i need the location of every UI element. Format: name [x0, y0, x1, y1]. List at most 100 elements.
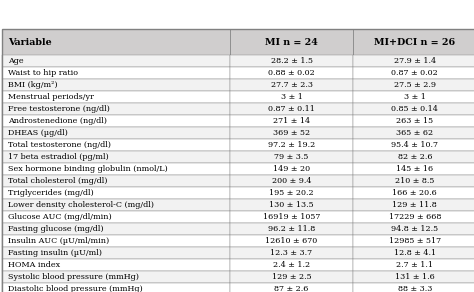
Bar [230, 199, 353, 211]
Text: 3 ± 1: 3 ± 1 [281, 93, 302, 101]
Bar [2, 271, 230, 283]
Bar [230, 163, 353, 175]
Text: 2.7 ± 1.1: 2.7 ± 1.1 [396, 261, 433, 269]
Text: 12985 ± 517: 12985 ± 517 [389, 237, 441, 245]
Bar [2, 259, 230, 271]
Text: Total testosterone (ng/dl): Total testosterone (ng/dl) [8, 141, 111, 149]
Bar [230, 67, 353, 79]
Text: Insulin AUC (µU/ml/min): Insulin AUC (µU/ml/min) [8, 237, 109, 245]
Text: 27.9 ± 1.4: 27.9 ± 1.4 [394, 58, 436, 65]
Text: 0.85 ± 0.14: 0.85 ± 0.14 [392, 105, 438, 113]
Text: 145 ± 16: 145 ± 16 [396, 165, 433, 173]
Bar [2, 127, 230, 139]
Bar [2, 79, 230, 91]
Text: 149 ± 20: 149 ± 20 [273, 165, 310, 173]
Bar [353, 139, 474, 151]
Bar [353, 223, 474, 235]
Text: 27.5 ± 2.9: 27.5 ± 2.9 [394, 81, 436, 89]
Text: Fasting insulin (µU/ml): Fasting insulin (µU/ml) [8, 249, 102, 257]
Text: 200 ± 9.4: 200 ± 9.4 [272, 177, 311, 185]
Text: Waist to hip ratio: Waist to hip ratio [8, 69, 78, 77]
Bar [353, 247, 474, 259]
Text: 28.2 ± 1.5: 28.2 ± 1.5 [271, 58, 312, 65]
Bar [353, 91, 474, 103]
Bar [353, 151, 474, 163]
Text: 131 ± 1.6: 131 ± 1.6 [395, 273, 435, 281]
Bar [353, 163, 474, 175]
Bar [2, 223, 230, 235]
Bar [353, 199, 474, 211]
Bar [230, 211, 353, 223]
Text: Lower density cholesterol-C (mg/dl): Lower density cholesterol-C (mg/dl) [8, 201, 154, 209]
Text: 12610 ± 670: 12610 ± 670 [265, 237, 318, 245]
Text: 16919 ± 1057: 16919 ± 1057 [263, 213, 320, 221]
Text: 271 ± 14: 271 ± 14 [273, 117, 310, 125]
Bar [230, 103, 353, 115]
Bar [230, 271, 353, 283]
Text: Androstenedione (ng/dl): Androstenedione (ng/dl) [8, 117, 107, 125]
Bar [353, 67, 474, 79]
Bar [2, 163, 230, 175]
Text: Triglycerides (mg/dl): Triglycerides (mg/dl) [8, 189, 94, 197]
Text: 166 ± 20.6: 166 ± 20.6 [392, 189, 437, 197]
Text: 94.8 ± 12.5: 94.8 ± 12.5 [391, 225, 438, 233]
Bar [2, 55, 230, 67]
Text: 82 ± 2.6: 82 ± 2.6 [398, 153, 432, 161]
Text: Sex hormone binding globulin (nmol/L): Sex hormone binding globulin (nmol/L) [8, 165, 168, 173]
Bar [230, 139, 353, 151]
Bar [230, 55, 353, 67]
Bar [2, 139, 230, 151]
Text: BMI (kg/m²): BMI (kg/m²) [8, 81, 58, 89]
Bar [353, 127, 474, 139]
Bar [230, 115, 353, 127]
Text: MI+DCI n = 26: MI+DCI n = 26 [374, 38, 456, 47]
Bar [230, 223, 353, 235]
Text: Total cholesterol (mg/dl): Total cholesterol (mg/dl) [8, 177, 108, 185]
Text: MI n = 24: MI n = 24 [265, 38, 318, 47]
Bar [230, 151, 353, 163]
Text: Age: Age [8, 58, 24, 65]
Bar [2, 29, 230, 55]
Text: 12.8 ± 4.1: 12.8 ± 4.1 [394, 249, 436, 257]
Text: 129 ± 2.5: 129 ± 2.5 [272, 273, 311, 281]
Text: 210 ± 8.5: 210 ± 8.5 [395, 177, 435, 185]
Text: 130 ± 13.5: 130 ± 13.5 [269, 201, 314, 209]
Bar [2, 211, 230, 223]
Bar [230, 175, 353, 187]
Bar [353, 271, 474, 283]
Bar [230, 127, 353, 139]
Text: 17 beta estradiol (pg/ml): 17 beta estradiol (pg/ml) [8, 153, 109, 161]
Bar [353, 187, 474, 199]
Text: HOMA index: HOMA index [8, 261, 60, 269]
Bar [2, 235, 230, 247]
Text: 0.88 ± 0.02: 0.88 ± 0.02 [268, 69, 315, 77]
Text: 12.3 ± 3.7: 12.3 ± 3.7 [271, 249, 312, 257]
Bar [353, 115, 474, 127]
Bar [353, 103, 474, 115]
Text: 2.4 ± 1.2: 2.4 ± 1.2 [273, 261, 310, 269]
Bar [230, 283, 353, 292]
Text: 97.2 ± 19.2: 97.2 ± 19.2 [268, 141, 315, 149]
Bar [2, 151, 230, 163]
Bar [230, 187, 353, 199]
Bar [230, 259, 353, 271]
Bar [353, 211, 474, 223]
Bar [353, 175, 474, 187]
Bar [2, 199, 230, 211]
Bar [2, 91, 230, 103]
Text: Menstrual periods/yr: Menstrual periods/yr [8, 93, 94, 101]
Text: Variable: Variable [8, 38, 52, 47]
Text: 365 ± 62: 365 ± 62 [396, 129, 433, 137]
Text: 129 ± 11.8: 129 ± 11.8 [392, 201, 437, 209]
Text: 88 ± 3.3: 88 ± 3.3 [398, 285, 432, 292]
Bar [230, 79, 353, 91]
Bar [353, 283, 474, 292]
Text: 79 ± 3.5: 79 ± 3.5 [274, 153, 309, 161]
Text: 95.4 ± 10.7: 95.4 ± 10.7 [391, 141, 438, 149]
Text: Glucose AUC (mg/dl/min): Glucose AUC (mg/dl/min) [8, 213, 112, 221]
Bar [230, 29, 353, 55]
Text: 369 ± 52: 369 ± 52 [273, 129, 310, 137]
Text: 17229 ± 668: 17229 ± 668 [389, 213, 441, 221]
Text: 27.7 ± 2.3: 27.7 ± 2.3 [271, 81, 312, 89]
Text: 3 ± 1: 3 ± 1 [404, 93, 426, 101]
